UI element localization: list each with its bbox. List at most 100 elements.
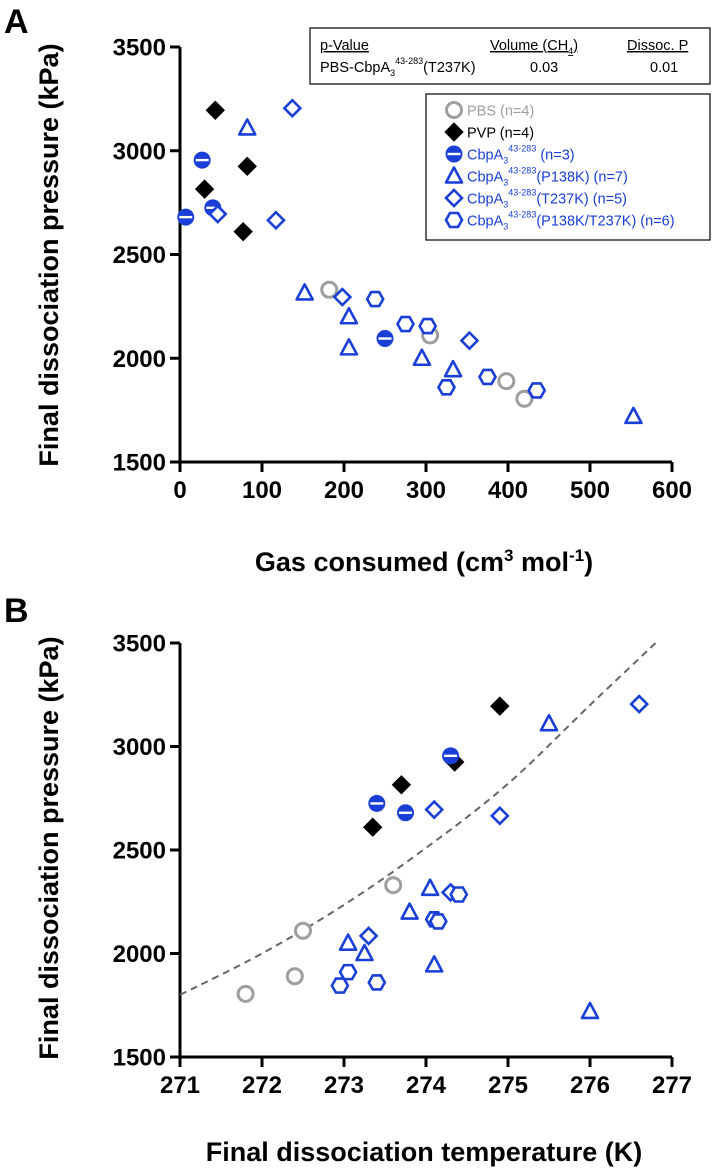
data-point-t237k (489, 806, 510, 826)
y-tick-label: 3000 (113, 138, 166, 165)
panel-b-fit-curve (179, 642, 657, 996)
data-point-p138k (539, 713, 559, 732)
legend-entry-p138k: CbpA343-283(P138K) (n=7) (444, 166, 628, 188)
legend-label: CbpA343-283 (n=3) (467, 144, 575, 166)
legend-marker-t237k (444, 188, 464, 208)
data-point-dbl (437, 378, 456, 396)
y-tick-label: 3500 (113, 631, 166, 658)
data-point-pvp (233, 221, 253, 242)
y-tick-label: 1500 (113, 1045, 166, 1072)
data-point-t237k (358, 926, 379, 946)
panel-b-points (236, 694, 650, 1020)
legend: PBS (n=4)PVP (n=4)CbpA343-283 (n=3)CbpA3… (425, 93, 711, 241)
legend-marker-p138k (444, 166, 464, 184)
y-tick-label: 2000 (113, 346, 166, 373)
legend-entry-pvp: PVP (n=4) (444, 122, 534, 142)
data-point-pvp (205, 100, 225, 120)
panel-b-y-axis-label: Final dissociation pressure (kPa) (34, 636, 64, 1059)
data-point-p138k (424, 955, 444, 973)
data-point-t237k (629, 694, 650, 714)
data-point-pbs (285, 967, 304, 986)
x-tick-label: 400 (488, 477, 528, 504)
x-tick-label: 600 (652, 477, 692, 504)
legend-label: PBS (n=4) (467, 104, 534, 120)
data-point-pbs (236, 984, 255, 1003)
data-point-t237k (332, 287, 353, 307)
data-point-t237k (424, 799, 445, 820)
data-point-t237k (282, 98, 303, 119)
data-point-p138k (237, 118, 257, 136)
x-tick-label: 273 (324, 1072, 364, 1099)
data-point-p138k (420, 878, 440, 897)
y-tick-label: 2500 (113, 838, 166, 865)
x-tick-label: 200 (324, 477, 364, 504)
data-point-pvp (391, 775, 412, 795)
y-tick-label: 3500 (113, 35, 166, 62)
volume-pvalue: 0.03 (530, 60, 558, 76)
panel-b-x-axis-label: Final dissociation temperature (K) (206, 1137, 643, 1167)
x-tick-label: 0 (173, 477, 186, 504)
data-point-t237k (266, 210, 286, 231)
legend-entry-pbs: PBS (n=4) (445, 101, 534, 120)
x-tick-label: 275 (488, 1072, 528, 1099)
data-point-p138k (338, 933, 358, 951)
data-point-t237k (459, 330, 480, 351)
data-point-dbl (330, 977, 350, 994)
panel-a-x-axis-label: Gas consumed (cm3 mol-1) (255, 546, 593, 577)
data-point-p138k (339, 338, 359, 356)
data-point-dbl (396, 315, 415, 333)
legend-entry-wt: CbpA343-283 (n=3) (445, 144, 575, 166)
pvalue-row-label: PBS-CbpA343-283(T237K) (320, 56, 476, 78)
y-tick-label: 1500 (113, 450, 166, 477)
data-point-dbl (449, 886, 469, 903)
legend-entry-dbl: CbpA343-283(P138K/T237K) (n=6) (444, 210, 675, 232)
x-tick-label: 272 (242, 1072, 282, 1099)
data-point-pbs (294, 921, 312, 940)
x-tick-label: 277 (652, 1072, 692, 1099)
data-point-wt (376, 330, 394, 348)
dissoc-p-header: Dissoc. P (627, 38, 688, 54)
pvalue-table: p-Value Volume (CH4) Dissoc. P PBS-CbpA3… (309, 27, 711, 85)
data-point-dbl (428, 913, 448, 930)
data-point-wt (177, 208, 195, 226)
data-point-p138k (580, 1001, 600, 1020)
data-point-pbs (497, 372, 516, 391)
data-point-dbl (365, 290, 385, 308)
data-point-pbs (515, 389, 534, 408)
panel-a-ticks: 1500 2000 2500 3000 3500 0 100 200 300 400 500 600 (113, 35, 692, 505)
data-point-p138k (624, 406, 643, 425)
data-point-wt (397, 804, 414, 822)
data-point-dbl (527, 382, 547, 399)
data-point-dbl (418, 317, 438, 335)
data-point-pbs (320, 280, 339, 299)
x-tick-label: 100 (242, 477, 282, 504)
data-point-pvp (194, 179, 215, 199)
panel-a-label: A (4, 3, 29, 41)
data-point-dbl (478, 368, 497, 386)
legend-box (425, 93, 711, 241)
data-point-t237k (207, 204, 228, 224)
data-point-p138k (443, 359, 463, 378)
panel-b: B 1500 2000 2500 3000 3500 271 272 273 274 275 276… (4, 592, 692, 1167)
legend-entry-t237k: CbpA343-283(T237K) (n=5) (444, 188, 627, 210)
data-point-pbs (384, 876, 403, 895)
x-tick-label: 271 (160, 1072, 200, 1099)
panel-b-ticks: 1500 2000 2500 3000 3500 271 272 273 274 275 276 27… (113, 631, 692, 1100)
panel-a: A 1500 2000 2500 3000 3500 0 100 200 300 400 500 60… (4, 3, 711, 577)
legend-marker-wt (445, 145, 463, 163)
panel-a-y-axis-label: Final dissociation pressure (kPa) (34, 43, 64, 466)
legend-label: PVP (n=4) (467, 126, 534, 142)
data-point-p138k (412, 348, 432, 367)
x-tick-label: 300 (406, 477, 446, 504)
x-tick-label: 500 (570, 477, 610, 504)
y-tick-label: 2000 (113, 941, 166, 968)
data-point-p138k (339, 306, 359, 325)
legend-label: CbpA343-283(P138K) (n=7) (467, 166, 628, 188)
legend-marker-pvp (444, 122, 464, 142)
legend-marker-dbl (444, 211, 464, 229)
legend-marker-pbs (445, 101, 463, 119)
data-point-dbl (367, 974, 387, 991)
legend-label: CbpA343-283(T237K) (n=5) (467, 188, 627, 210)
data-point-p138k (295, 283, 314, 301)
